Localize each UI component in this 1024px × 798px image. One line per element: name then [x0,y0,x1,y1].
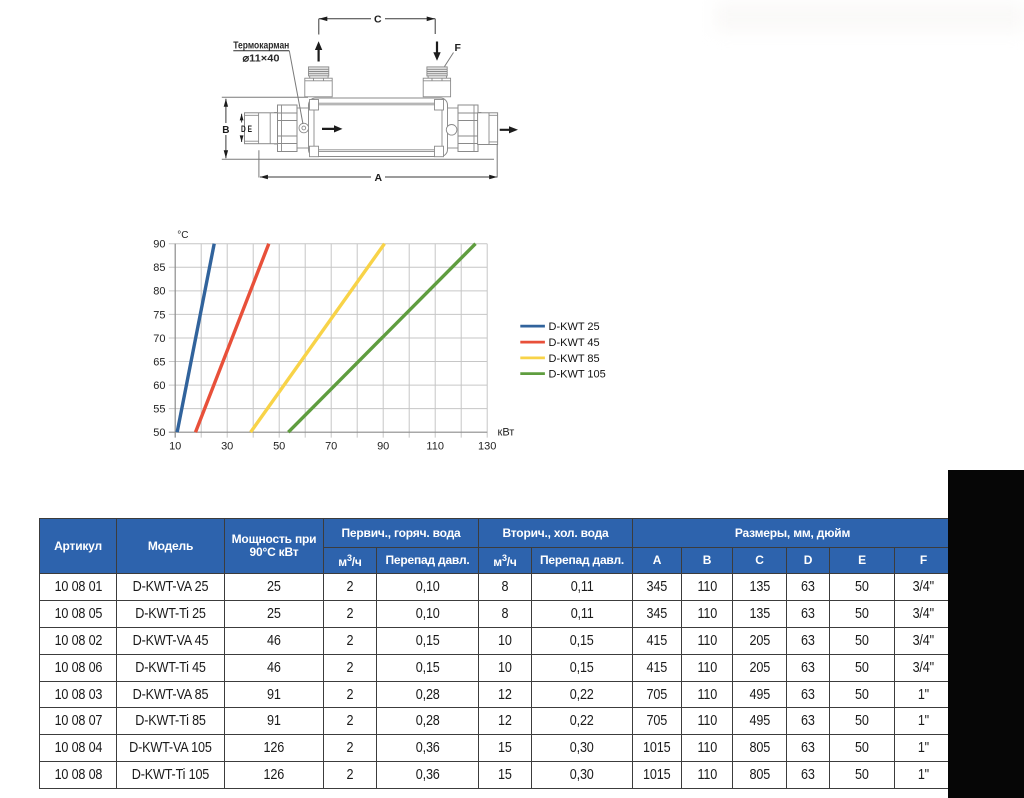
svg-text:85: 85 [153,262,165,274]
svg-text:80: 80 [153,286,165,298]
svg-text:C: C [374,14,382,26]
svg-text:D-KWT 105: D-KWT 105 [549,369,606,381]
svg-text:F: F [455,42,462,54]
svg-text:30: 30 [221,441,233,453]
svg-text:55: 55 [153,404,165,416]
svg-text:60: 60 [153,380,165,392]
svg-text:D-KWT 45: D-KWT 45 [549,337,600,349]
svg-text:кВт: кВт [498,426,515,438]
svg-text:70: 70 [153,333,165,345]
svg-text:°C: °C [177,230,188,241]
svg-text:90: 90 [153,239,165,251]
svg-text:90: 90 [377,441,389,453]
svg-text:D-KWT 85: D-KWT 85 [549,353,600,365]
svg-text:D-KWT 25: D-KWT 25 [549,321,600,333]
svg-text:65: 65 [153,356,165,368]
svg-text:Термокарман: Термокарман [233,41,289,52]
svg-text:75: 75 [153,309,165,321]
svg-text:130: 130 [478,441,496,453]
svg-text:110: 110 [426,441,444,453]
svg-text:10: 10 [169,441,181,453]
svg-text:⌀11×40: ⌀11×40 [243,53,280,65]
svg-text:50: 50 [153,427,165,439]
svg-text:B: B [222,125,229,136]
svg-text:50: 50 [273,441,285,453]
svg-text:D E: D E [241,124,252,134]
svg-text:70: 70 [325,441,337,453]
svg-text:A: A [375,172,383,184]
